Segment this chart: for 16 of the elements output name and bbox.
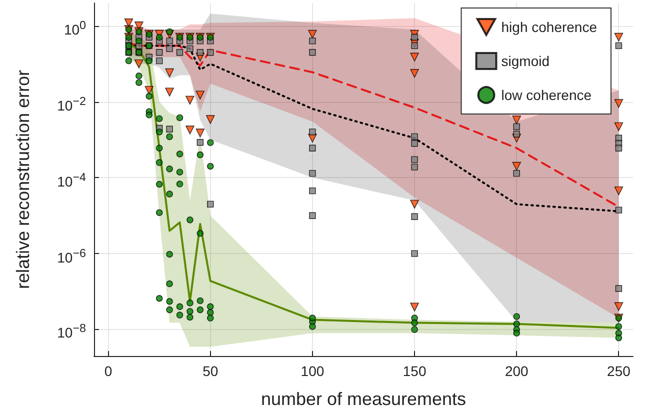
x-axis-title: number of measurements	[260, 389, 466, 409]
y-tick-label: 10$^{−6}$	[57, 246, 86, 268]
legend-label: low coherence	[501, 87, 592, 103]
y-tick-label: 10$^{0}$	[64, 18, 86, 40]
y-tick-label: 10$^{−2}$	[57, 94, 86, 116]
x-tick-label: 100	[300, 363, 324, 379]
x-tick-label: 0	[104, 363, 112, 379]
y-tick-label: 10$^{−8}$	[57, 321, 86, 344]
legend-label: sigmoid	[501, 53, 550, 69]
legend-label: high coherence	[501, 19, 598, 35]
x-tick-label: 250	[607, 363, 631, 379]
y-tick-label: 10$^{−4}$	[57, 170, 86, 192]
x-tick-label: 200	[504, 363, 529, 379]
x-tick-label: 50	[202, 363, 218, 379]
x-tick-label: 150	[402, 363, 426, 379]
y-axis-title: relative reconstruction error	[13, 70, 33, 290]
